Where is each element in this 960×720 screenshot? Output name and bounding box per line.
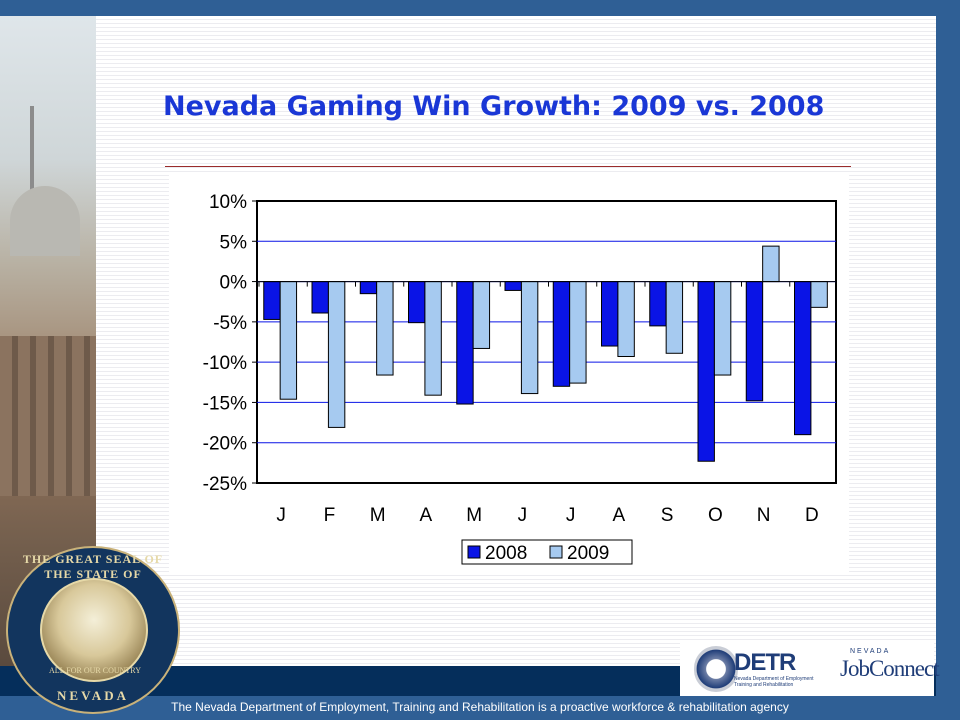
bar-2008	[456, 281, 474, 405]
bar-2008	[359, 281, 378, 295]
y-tick-label: -25%	[203, 474, 247, 495]
x-tick-label: O	[708, 505, 723, 526]
seal-motto: ALL FOR OUR COUNTRY	[49, 666, 141, 675]
state-seal: THE GREAT SEAL OF THE STATE OF ALL FOR O…	[6, 546, 180, 714]
x-tick-label: J	[276, 505, 286, 526]
x-tick-label: N	[757, 505, 771, 526]
legend-box	[461, 539, 633, 565]
legend-label: 2009	[567, 543, 609, 564]
x-tick-label: A	[613, 505, 626, 526]
legend-swatch-2008	[467, 545, 481, 559]
bar-2008	[311, 281, 329, 314]
legend-swatch-2009	[549, 545, 563, 559]
bar-2009	[810, 281, 828, 308]
capitol-wing	[0, 336, 96, 496]
bar-2008	[263, 281, 281, 320]
bar-2009	[424, 281, 442, 396]
bar-2008	[649, 281, 667, 327]
title-divider	[165, 166, 851, 167]
bar-2009	[327, 281, 346, 428]
legend-label: 2008	[485, 543, 527, 564]
bar-2009	[376, 281, 394, 376]
bar-2009	[472, 281, 491, 349]
detr-name: DETR	[734, 649, 796, 676]
flagpole	[30, 106, 34, 216]
bar-2008	[408, 281, 426, 324]
x-tick-label: F	[324, 505, 336, 526]
x-tick-label: S	[661, 505, 674, 526]
detr-logo: DETR Nevada Department of Employment Tra…	[694, 646, 824, 692]
jobconnect-state: NEVADA	[850, 648, 891, 655]
x-tick-label: J	[566, 505, 576, 526]
seal-emblem	[40, 578, 148, 682]
y-tick-label: 5%	[220, 232, 248, 253]
x-tick-label: A	[420, 505, 433, 526]
right-bar	[936, 0, 960, 720]
y-tick-label: -15%	[203, 393, 247, 414]
footer-strip	[0, 696, 936, 720]
x-tick-label: D	[805, 505, 819, 526]
footer-text: The Nevada Department of Employment, Tra…	[171, 700, 789, 714]
bar-2008	[697, 281, 715, 462]
bar-2008	[794, 281, 812, 436]
top-bar	[0, 0, 936, 16]
bar-2008	[601, 281, 619, 347]
logo-panel: DETR Nevada Department of Employment Tra…	[680, 642, 940, 696]
x-tick-label: M	[466, 505, 482, 526]
plot-area	[256, 200, 837, 484]
bar-2009	[713, 281, 732, 376]
bar-2008	[552, 281, 571, 387]
x-tick-label: M	[370, 505, 386, 526]
seal-text-top: THE GREAT SEAL OF THE STATE OF	[22, 552, 164, 581]
jobconnect-logo: JobConnect	[840, 656, 940, 681]
detr-emblem-icon	[694, 646, 738, 692]
detr-subtitle: Nevada Department of Employment Training…	[734, 676, 814, 688]
y-tick-label: 10%	[209, 192, 247, 213]
bar-2009	[569, 281, 587, 384]
y-tick-label: 0%	[220, 273, 248, 294]
bar-2008	[745, 281, 764, 402]
y-tick-label: -10%	[203, 353, 247, 374]
bar-2009	[617, 281, 635, 358]
bar-2009	[520, 281, 539, 395]
seal-text-bottom: NEVADA	[57, 688, 129, 703]
y-tick-label: -5%	[213, 313, 247, 334]
slide-title: Nevada Gaming Win Growth: 2009 vs. 2008	[163, 91, 825, 122]
bar-2009	[279, 281, 298, 400]
bar-chart: 10% 5% 0% -5% -10% -15% -20% -25% J F M A M J J A S O N D 20…	[203, 192, 837, 565]
x-tick-label: J	[518, 505, 528, 526]
capitol-dome	[10, 186, 80, 256]
bar-2009	[665, 281, 684, 354]
bar-2009	[762, 245, 780, 283]
bar-2008	[504, 281, 522, 291]
y-tick-label: -20%	[203, 434, 247, 455]
